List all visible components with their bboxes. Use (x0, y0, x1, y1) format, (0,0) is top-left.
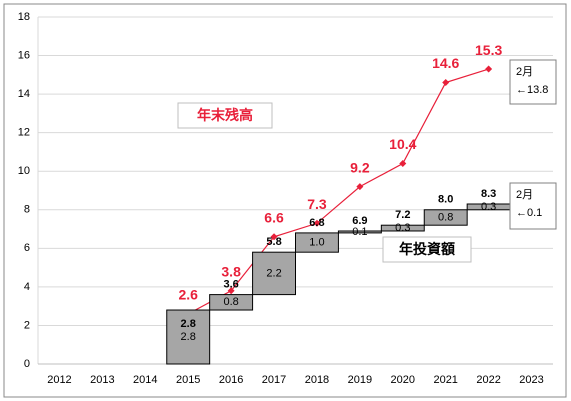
annotation-box (509, 59, 557, 105)
line-value-label: 15.3 (475, 42, 502, 58)
y-tick-label: 14 (18, 88, 30, 100)
line-value-label: 10.4 (389, 136, 416, 152)
chart-border (3, 3, 567, 398)
marker (313, 219, 321, 227)
line-value-label: 3.8 (221, 263, 241, 279)
line-value-label: 6.6 (264, 209, 284, 225)
annotation-text: 2月 (516, 189, 533, 201)
y-tick-label: 10 (18, 165, 30, 177)
x-tick-label: 2019 (348, 374, 372, 386)
line (187, 68, 489, 315)
y-tick-label: 6 (24, 242, 30, 254)
bar-value-label: 0.8 (438, 211, 453, 223)
y-tick-label: 8 (24, 204, 30, 216)
bar (166, 309, 211, 365)
line-value-label: 9.2 (350, 159, 370, 175)
y-tick-label: 16 (18, 49, 30, 61)
series-label-box (382, 236, 472, 263)
marker (442, 79, 450, 87)
x-tick-label: 2017 (262, 374, 286, 386)
bar-total-label: 2.8 (181, 318, 196, 330)
bar (423, 209, 468, 226)
bar-value-label: 0.1 (352, 226, 367, 238)
bar-value-label: 0.3 (481, 201, 496, 213)
bar-value-label: 0.3 (395, 222, 410, 234)
series-label: 年末残高 (197, 107, 253, 123)
bar-total-label: 8.0 (438, 194, 453, 206)
series-label-box (177, 102, 273, 129)
y-tick-label: 2 (24, 319, 30, 331)
marker (356, 183, 364, 191)
x-tick-label: 2015 (176, 374, 200, 386)
y-tick-label: 0 (24, 358, 30, 370)
x-tick-label: 2016 (219, 374, 243, 386)
y-tick-label: 12 (18, 127, 30, 139)
series-label: 年投資額 (399, 241, 455, 257)
bar-total-label: 6.8 (309, 217, 324, 229)
x-tick-label: 2022 (476, 374, 500, 386)
marker (227, 287, 235, 295)
x-tick-label: 2013 (90, 374, 114, 386)
bar-value-label: 1.0 (309, 236, 324, 248)
bar (209, 294, 254, 311)
annotation-text: 2月 (516, 66, 533, 78)
bar-value-label: 0.8 (223, 296, 238, 308)
bar-value-label: 2.2 (266, 267, 281, 279)
x-tick-label: 2014 (133, 374, 157, 386)
y-tick-label: 4 (24, 281, 30, 293)
marker (399, 160, 407, 168)
bar-total-label: 6.9 (352, 215, 367, 227)
bar-total-label: 7.2 (395, 209, 410, 221)
x-tick-label: 2023 (519, 374, 543, 386)
bar-total-label: 8.3 (481, 188, 496, 200)
bar (252, 251, 296, 296)
x-tick-label: 2018 (305, 374, 329, 386)
x-tick-label: 2012 (47, 374, 71, 386)
marker (485, 65, 493, 73)
bar-total-label: 3.6 (223, 279, 238, 291)
line-value-label: 7.3 (307, 196, 327, 212)
bar (295, 232, 339, 253)
bar-value-label: 2.8 (181, 331, 196, 343)
x-tick-label: 2021 (433, 374, 457, 386)
bar-total-label: 5.8 (266, 236, 281, 248)
annotation-text: ←13.8 (516, 84, 548, 96)
x-tick-label: 2020 (391, 374, 415, 386)
line-value-label: 14.6 (432, 55, 459, 71)
marker (270, 233, 278, 241)
y-tick-label: 18 (18, 11, 30, 23)
annotation-text: ←0.1 (516, 207, 542, 219)
bar (380, 224, 425, 232)
line-value-label: 2.6 (178, 287, 198, 303)
bar (337, 230, 382, 234)
annotation-box (509, 182, 557, 230)
